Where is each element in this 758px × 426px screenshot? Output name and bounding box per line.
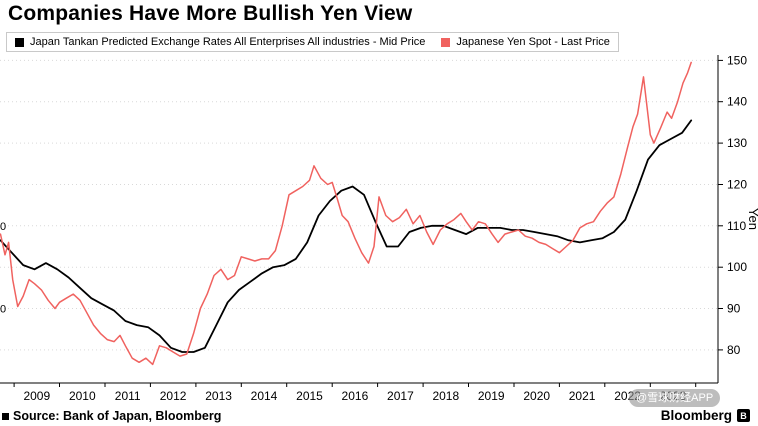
watermark-text: @雪球财经APP: [636, 392, 714, 404]
y-tick-labels: 80 90 100 110 120 130 140 150: [727, 53, 747, 357]
svg-text:80: 80: [727, 343, 741, 357]
series-line-0: [0, 119, 693, 353]
svg-text:2014: 2014: [251, 389, 278, 403]
legend-swatch-1: [441, 37, 451, 47]
svg-text:140: 140: [727, 95, 747, 109]
svg-text:2015: 2015: [296, 389, 323, 403]
bloomberg-brand: Bloomberg B: [661, 408, 750, 423]
svg-text:2016: 2016: [342, 389, 369, 403]
svg-text:90: 90: [727, 302, 741, 316]
svg-text:2009: 2009: [23, 389, 50, 403]
svg-text:2017: 2017: [387, 389, 414, 403]
svg-text:2010: 2010: [69, 389, 96, 403]
bloomberg-logo-icon: B: [737, 409, 750, 422]
svg-text:2013: 2013: [205, 389, 232, 403]
left-axis-remnant: 0: [0, 221, 6, 233]
source-note: Source: Bank of Japan, Bloomberg: [2, 409, 221, 423]
svg-text:2012: 2012: [160, 389, 187, 403]
legend: Japan Tankan Predicted Exchange Rates Al…: [6, 32, 619, 52]
left-axis-remnant: 0: [0, 304, 6, 316]
y-axis-title: Yen: [746, 208, 758, 230]
legend-label-yen-spot: Japanese Yen Spot - Last Price: [456, 36, 610, 48]
legend-entry-yen-spot: Japanese Yen Spot - Last Price: [441, 36, 610, 48]
svg-text:2018: 2018: [432, 389, 459, 403]
legend-swatch-0: [15, 37, 24, 47]
svg-text:2011: 2011: [115, 389, 141, 403]
source-text: Source: Bank of Japan, Bloomberg: [13, 409, 222, 423]
x-tick-labels: 2009 2010 2011 2012 2013 2014 2015 2016 2017 2018…: [23, 389, 686, 403]
svg-text:2019: 2019: [478, 389, 505, 403]
svg-text:2020: 2020: [523, 389, 550, 403]
watermark: @雪球财经APP: [629, 389, 721, 407]
legend-label-tankan: Japan Tankan Predicted Exchange Rates Al…: [30, 36, 426, 48]
bloomberg-wordmark: Bloomberg: [660, 408, 732, 423]
svg-text:130: 130: [727, 136, 747, 150]
svg-text:110: 110: [727, 219, 746, 233]
svg-text:100: 100: [727, 260, 747, 274]
bloomberg-logo-letter: B: [740, 410, 747, 421]
axes: [0, 55, 723, 387]
svg-text:120: 120: [727, 178, 747, 192]
chart-title: Companies Have More Bullish Yen View: [8, 2, 413, 25]
series-line-1: [0, 61, 692, 366]
legend-entry-tankan: Japan Tankan Predicted Exchange Rates Al…: [15, 36, 425, 48]
svg-text:150: 150: [727, 53, 747, 67]
svg-text:2021: 2021: [569, 389, 596, 403]
source-bullet-icon: [2, 412, 9, 420]
